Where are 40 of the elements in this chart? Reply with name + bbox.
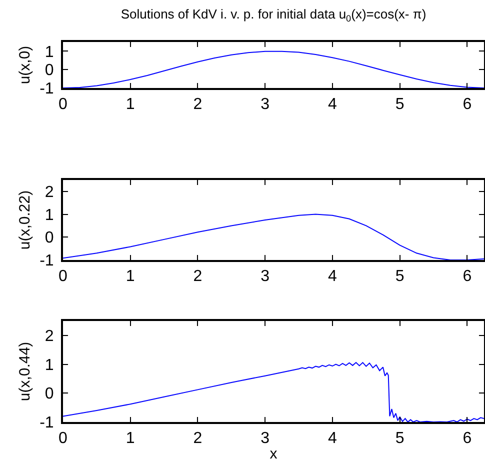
- y-tick-label: 0: [44, 386, 54, 403]
- y-tick-label: 0: [44, 62, 54, 80]
- y-tick-label: 1: [44, 206, 54, 224]
- y-tick-label: 1: [44, 356, 54, 374]
- y-tick-label: -1: [40, 80, 54, 98]
- x-tick-label: 5: [395, 268, 404, 286]
- line-series: [63, 50, 484, 88]
- y-tick-label: -1: [40, 414, 54, 432]
- y-axis-title: u(x,0): [16, 46, 34, 84]
- line-series: [63, 214, 484, 260]
- x-tick-label: 3: [260, 268, 270, 286]
- x-axis-title: x: [270, 446, 278, 463]
- x-tick-label: 4: [328, 430, 337, 448]
- x-tick-label: 6: [462, 96, 472, 114]
- y-tick-label: 1: [44, 44, 54, 61]
- x-tick-label: 0: [58, 430, 68, 448]
- line-series: [63, 362, 484, 422]
- x-tick-label: 3: [260, 96, 270, 114]
- x-tick-label: 0: [58, 96, 68, 114]
- x-tick-label: 4: [328, 96, 337, 114]
- chart-title: Solutions of KdV i. v. p. for initial data u$_{0}$(x)=cos(x- π): [120, 6, 426, 24]
- x-tick-label: 6: [462, 268, 472, 286]
- x-tick-label: 4: [328, 268, 337, 286]
- x-tick-label: 5: [395, 430, 404, 448]
- y-tick-label: 0: [44, 230, 54, 247]
- y-tick-label: 2: [44, 184, 54, 202]
- x-tick-label: 2: [193, 268, 202, 286]
- y-tick-label: -1: [40, 252, 54, 270]
- x-tick-label: 2: [193, 96, 202, 114]
- x-tick-label: 1: [126, 268, 135, 286]
- y-axis-title: u(x,0.44): [16, 342, 34, 402]
- x-tick-label: 1: [126, 96, 135, 114]
- x-tick-label: 5: [395, 96, 404, 114]
- x-tick-label: 3: [260, 430, 270, 448]
- y-axis-title: u(x,0.22): [16, 190, 34, 250]
- x-tick-label: 0: [58, 268, 68, 286]
- y-tick-label: 2: [44, 328, 54, 346]
- x-tick-label: 2: [193, 430, 202, 448]
- x-tick-label: 1: [126, 430, 135, 448]
- x-tick-label: 6: [462, 430, 472, 448]
